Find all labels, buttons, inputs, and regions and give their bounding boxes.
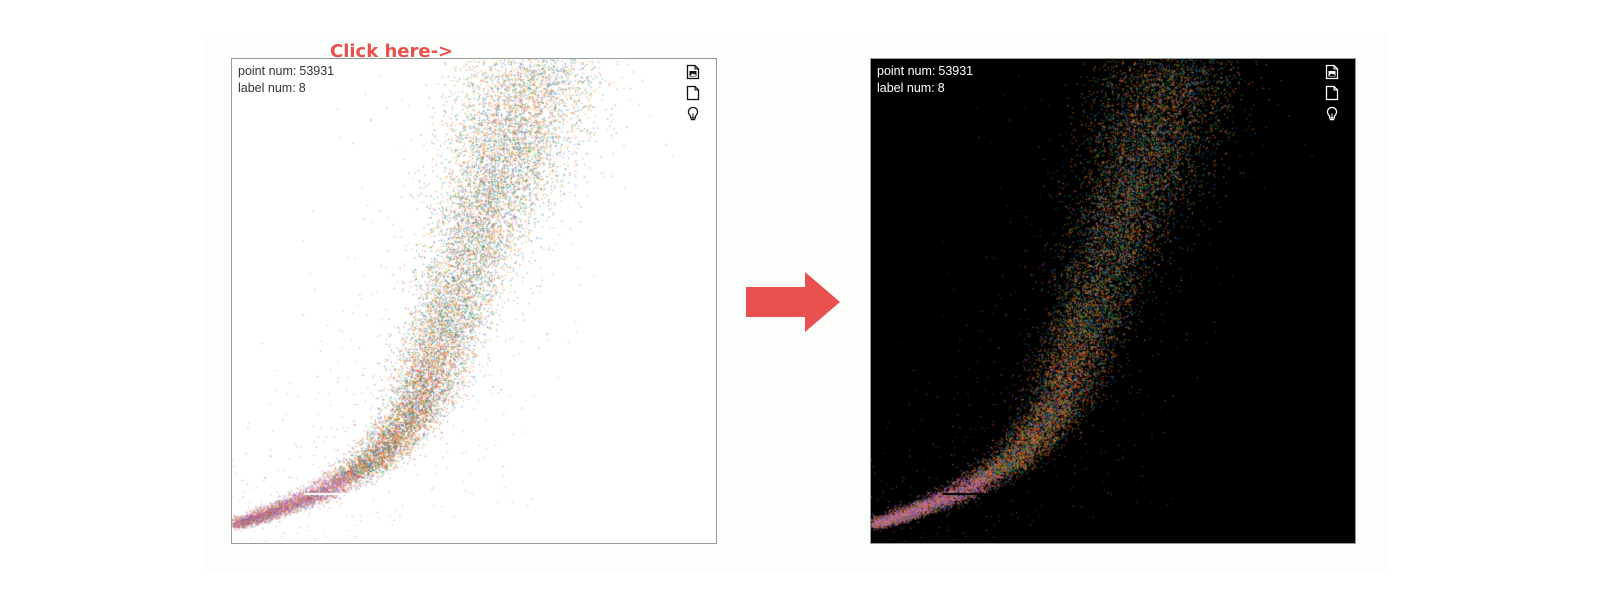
point-count-value: 53931 (299, 64, 335, 78)
label-count-value: 8 (298, 81, 306, 95)
document-icon (686, 85, 700, 101)
scatterplot-panel-light[interactable]: point num: 53931 label num: 8 (231, 58, 717, 544)
save-image-icon (1325, 64, 1339, 80)
stats-overlay: point num: 53931 label num: 8 (877, 63, 976, 97)
scatter-canvas-light[interactable] (232, 59, 716, 543)
transition-arrow-icon (746, 272, 840, 332)
scatterplot-panel-dark[interactable]: point num: 53931 label num: 8 (870, 58, 1356, 544)
save-image-button[interactable] (686, 64, 700, 80)
stats-overlay: point num: 53931 label num: 8 (238, 63, 337, 97)
point-count-label: point num: (877, 64, 936, 78)
theme-toggle-button[interactable] (1325, 106, 1339, 122)
lightbulb-icon (687, 106, 699, 121)
panel-toolbar (1325, 64, 1339, 127)
label-count-row: label num: 8 (238, 80, 337, 97)
label-count-label: label num: (238, 81, 296, 95)
label-count-label: label num: (877, 81, 935, 95)
point-count-label: point num: (238, 64, 297, 78)
point-count-row: point num: 53931 (877, 63, 976, 80)
click-here-callout: Click here-> (330, 41, 454, 62)
document-icon (1325, 85, 1339, 101)
point-count-row: point num: 53931 (238, 63, 337, 80)
label-count-row: label num: 8 (877, 80, 976, 97)
scatter-canvas-dark[interactable] (871, 59, 1355, 543)
lightbulb-icon (1326, 106, 1338, 121)
point-count-value: 53931 (938, 64, 974, 78)
document-button[interactable] (1325, 85, 1339, 101)
save-image-icon (686, 64, 700, 80)
document-button[interactable] (686, 85, 700, 101)
save-image-button[interactable] (1325, 64, 1339, 80)
label-count-value: 8 (937, 81, 945, 95)
theme-toggle-button[interactable] (686, 106, 700, 122)
panel-toolbar (686, 64, 700, 127)
